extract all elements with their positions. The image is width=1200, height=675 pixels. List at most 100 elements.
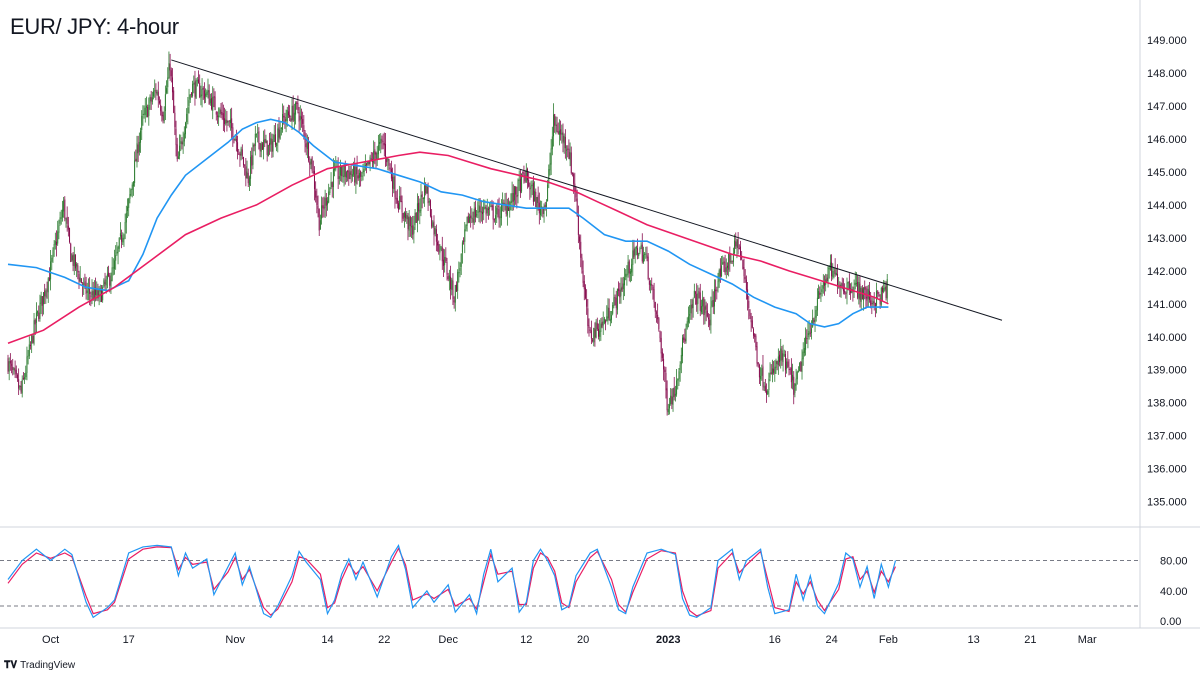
candle-body [743, 267, 745, 277]
candle-body [467, 215, 469, 223]
candle-body [245, 166, 247, 179]
candle-body [709, 319, 711, 326]
candle-body [421, 194, 423, 198]
descending-trendline[interactable] [171, 59, 1003, 321]
candle-body [629, 271, 631, 274]
candle-body [203, 90, 205, 99]
tradingview-logo-icon: 𝐓𝐕 [4, 660, 18, 671]
candle-body [541, 206, 543, 208]
candle-body [722, 262, 724, 265]
candle-body [482, 212, 484, 215]
candle-body [795, 378, 797, 386]
candle-body [47, 278, 49, 293]
price-axis-tick-label: 146.000 [1147, 134, 1187, 146]
candle-body [607, 307, 609, 318]
candle-body [699, 292, 701, 311]
candle-body [564, 136, 566, 149]
candle-body [125, 212, 127, 223]
price-axis-tick-label: 141.000 [1147, 299, 1187, 311]
candle-body [89, 288, 91, 294]
candle-body [561, 132, 563, 135]
stochastic-axis[interactable]: 80.00 40.00 0.00 [1160, 556, 1188, 629]
candle-body [103, 280, 105, 287]
candle-body [695, 292, 697, 294]
candle-body [367, 161, 369, 165]
candle-body [284, 116, 286, 123]
candle-body [566, 149, 568, 151]
candle-body [319, 220, 321, 230]
time-axis-tick-label: 16 [769, 634, 781, 646]
candle-body [489, 207, 491, 209]
candle-body [187, 107, 189, 114]
candle-body [235, 138, 237, 143]
candle-body [368, 161, 370, 165]
candle-body [842, 287, 844, 292]
candle-body [646, 254, 648, 258]
candle-body [272, 141, 274, 152]
candle-body [567, 148, 569, 150]
candle-body [252, 144, 254, 165]
candle-body [608, 307, 610, 320]
candle-body [583, 280, 585, 290]
candle-body [848, 281, 850, 289]
candle-body [867, 288, 869, 299]
candle-body [878, 294, 880, 297]
candle-body [196, 80, 198, 82]
candle-body [774, 366, 776, 374]
candle-body [865, 288, 867, 299]
candle-body [340, 164, 342, 176]
candle-body [41, 296, 43, 306]
candle-body [44, 290, 46, 297]
candle-body [77, 265, 79, 273]
stochastic-k-line [7, 543, 897, 619]
candle-body [206, 91, 208, 96]
candle-body [753, 328, 754, 336]
candle-body [511, 193, 513, 203]
candle-body [663, 358, 665, 370]
candle-body [616, 288, 618, 310]
candle-body [292, 105, 294, 121]
candle-body [553, 114, 555, 137]
candle-body [416, 203, 418, 222]
candle-body [156, 92, 158, 95]
candle-body [526, 169, 528, 181]
candle-body [213, 96, 215, 98]
candle-body [257, 132, 259, 134]
candle-body [484, 207, 486, 209]
candle-body [877, 291, 879, 294]
price-axis[interactable]: 149.000 148.000 147.000 146.000 145.000 144.0… [1147, 35, 1187, 508]
time-axis[interactable]: Oct 17 Nov 14 22 Dec 12 20 2023 16 24 Feb 13 21 Mar [42, 634, 1097, 646]
candle-body [674, 393, 676, 396]
time-axis-tick-label: 12 [520, 634, 532, 646]
candle-body [327, 200, 328, 205]
candle-body [300, 116, 302, 120]
candle-body [554, 114, 556, 126]
candle-body [34, 319, 36, 325]
candle-body [50, 261, 52, 280]
candle-body [537, 195, 539, 203]
candle-body [852, 290, 854, 292]
candle-body [71, 255, 73, 261]
candle-body [219, 109, 221, 115]
candle-body [157, 91, 159, 101]
price-axis-tick-label: 137.000 [1147, 431, 1187, 443]
candle-body [435, 229, 437, 242]
candle-body [291, 105, 293, 121]
candle-body [222, 113, 224, 121]
candle-body [321, 205, 323, 219]
candle-body [680, 354, 682, 365]
candle-body [267, 144, 269, 157]
price-axis-tick-label: 144.000 [1147, 200, 1187, 212]
candle-body [215, 111, 217, 115]
candle-body [296, 102, 298, 104]
candle-body [209, 98, 211, 104]
candle-body [72, 254, 74, 266]
candle-body [38, 312, 40, 319]
candle-body [86, 290, 88, 294]
price-axis-tick-label: 149.000 [1147, 35, 1187, 47]
candle-body [444, 256, 446, 266]
candle-body [271, 138, 273, 152]
candle-body [712, 300, 714, 307]
candle-body [735, 241, 737, 247]
tradingview-branding[interactable]: 𝐓𝐕 TradingView [4, 660, 75, 671]
